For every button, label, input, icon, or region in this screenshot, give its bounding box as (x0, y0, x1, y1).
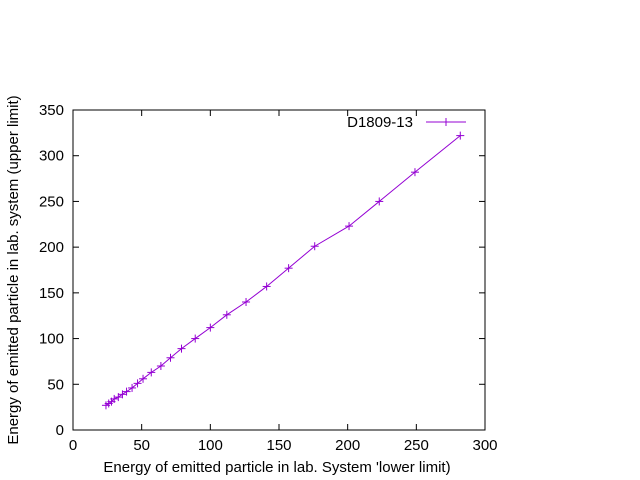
x-tick-label: 300 (472, 437, 497, 454)
x-tick-label: 100 (198, 437, 223, 454)
data-point (147, 368, 156, 377)
y-tick-label: 200 (39, 239, 64, 256)
data-point (262, 282, 271, 291)
data-point (222, 310, 231, 319)
data-point (156, 362, 165, 370)
y-tick-label: 300 (39, 148, 64, 165)
y-tick-label: 100 (39, 331, 64, 348)
data-point (284, 264, 293, 273)
data-point (118, 390, 127, 399)
data-point (177, 344, 186, 353)
y-tick-labels: 0 50 100 150 200 250 300 350 (39, 102, 64, 439)
y-tick-label: 0 (56, 422, 64, 439)
data-point (114, 393, 123, 402)
data-point (122, 387, 131, 396)
x-tick-label: 50 (133, 437, 150, 454)
plot-frame (72, 109, 486, 431)
axis-ticks (72, 109, 486, 431)
legend-marker (442, 118, 450, 126)
data-point (133, 379, 142, 388)
data-point (410, 168, 419, 177)
data-point (191, 334, 200, 343)
x-tick-label: 200 (335, 437, 360, 454)
x-tick-labels: 0 50 100 150 200 250 300 (69, 437, 498, 454)
data-point (110, 394, 119, 403)
data-point (206, 323, 215, 332)
y-tick-label: 50 (47, 376, 64, 393)
series-layer (101, 131, 465, 410)
x-axis-label: Energy of emitted particle in lab. Syste… (103, 459, 450, 476)
data-point (345, 222, 354, 231)
y-tick-label: 350 (39, 102, 64, 119)
series-line (105, 135, 461, 406)
legend: D1809-13 (347, 114, 466, 131)
data-point (456, 131, 465, 140)
data-point (375, 197, 384, 206)
y-axis-label: Energy of emitted particle in lab. syste… (5, 95, 22, 444)
y-tick-label: 150 (39, 285, 64, 302)
x-tick-label: 250 (404, 437, 429, 454)
data-point (128, 383, 137, 392)
x-tick-label: 150 (266, 437, 291, 454)
data-point (242, 298, 251, 306)
data-point (166, 353, 175, 362)
y-tick-label: 250 (39, 193, 64, 210)
data-point (139, 374, 148, 383)
legend-label: D1809-13 (347, 114, 413, 131)
x-tick-label: 0 (69, 437, 77, 454)
data-point (310, 242, 319, 251)
